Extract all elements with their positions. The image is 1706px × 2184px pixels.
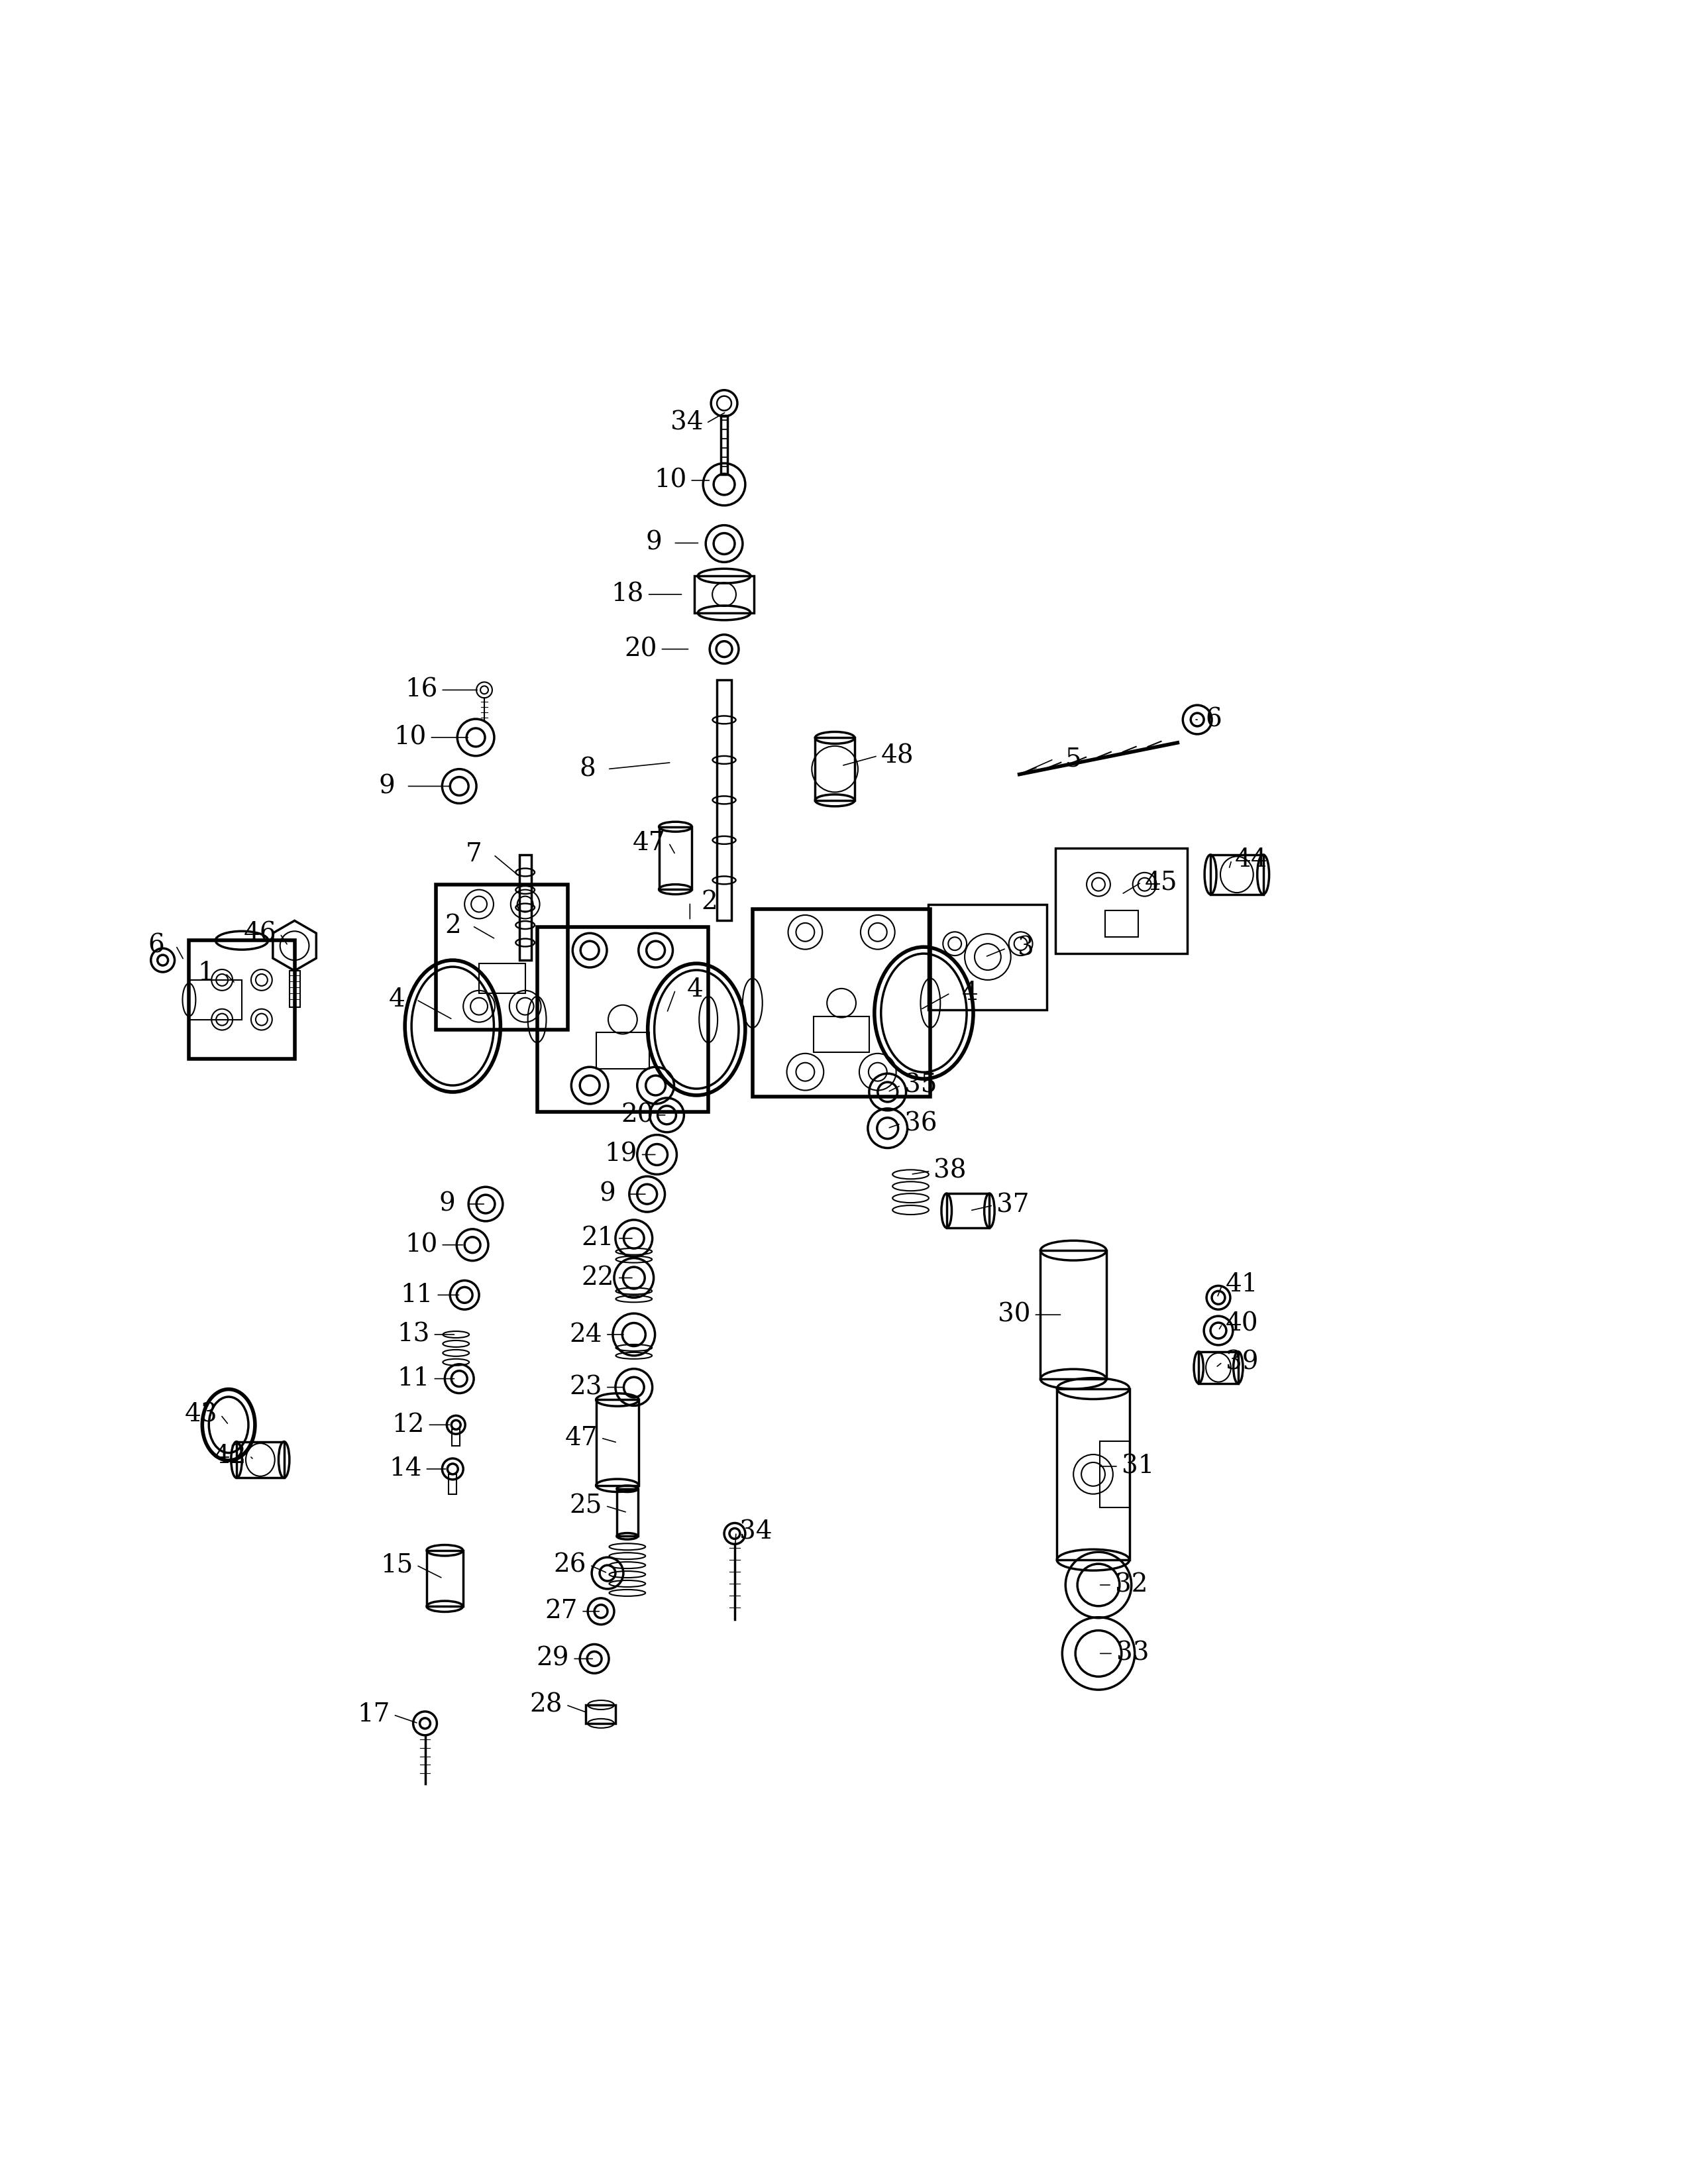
Bar — [452, 1431, 461, 1446]
Bar — [717, 679, 732, 919]
Text: 1: 1 — [198, 961, 213, 985]
Text: 2: 2 — [445, 913, 461, 939]
Text: 34: 34 — [670, 411, 703, 435]
Text: 43: 43 — [184, 1402, 217, 1426]
Text: 20: 20 — [621, 1103, 653, 1127]
Bar — [814, 1016, 868, 1053]
Text: 4: 4 — [962, 981, 978, 1005]
Text: 33: 33 — [1116, 1640, 1150, 1666]
Text: 37: 37 — [996, 1192, 1029, 1219]
Text: 6: 6 — [1206, 708, 1221, 732]
Text: 4: 4 — [688, 978, 703, 1002]
Text: 13: 13 — [397, 1321, 430, 1348]
Text: 44: 44 — [1235, 847, 1268, 871]
Text: 10: 10 — [653, 467, 686, 494]
Bar — [290, 970, 300, 1007]
Bar — [1041, 1251, 1107, 1378]
Bar — [189, 981, 242, 1020]
Text: 31: 31 — [1121, 1455, 1155, 1479]
Bar — [694, 577, 754, 614]
Bar — [479, 963, 525, 994]
Text: 28: 28 — [531, 1693, 563, 1717]
Text: 26: 26 — [553, 1553, 587, 1577]
Text: 22: 22 — [582, 1265, 614, 1291]
Text: 18: 18 — [611, 583, 643, 607]
Text: 38: 38 — [933, 1160, 967, 1184]
Bar — [618, 1489, 638, 1535]
Text: 27: 27 — [544, 1599, 578, 1623]
Text: 7: 7 — [466, 843, 483, 867]
Text: 6: 6 — [148, 933, 164, 959]
Bar — [928, 904, 1047, 1009]
Bar — [815, 738, 855, 799]
Text: 20: 20 — [624, 638, 657, 662]
Text: 10: 10 — [394, 725, 426, 749]
Text: 34: 34 — [739, 1520, 773, 1544]
Text: 9: 9 — [379, 773, 396, 799]
Text: 45: 45 — [1145, 869, 1177, 895]
Bar — [585, 1706, 616, 1723]
Text: 11: 11 — [397, 1367, 430, 1391]
Bar — [597, 1033, 648, 1068]
Text: 40: 40 — [1225, 1313, 1259, 1337]
Text: 8: 8 — [580, 758, 595, 782]
Text: 36: 36 — [904, 1112, 937, 1136]
Text: 24: 24 — [570, 1321, 602, 1348]
Bar — [1056, 847, 1187, 954]
Text: 41: 41 — [1225, 1273, 1259, 1297]
Text: 10: 10 — [404, 1232, 437, 1258]
Text: 12: 12 — [391, 1413, 425, 1437]
Bar — [519, 854, 531, 961]
Bar — [1058, 1389, 1129, 1559]
Bar — [437, 885, 568, 1029]
Bar — [426, 1551, 462, 1607]
Text: 5: 5 — [1065, 747, 1082, 771]
Text: 21: 21 — [582, 1225, 614, 1251]
Bar — [1100, 1441, 1129, 1507]
Text: 30: 30 — [998, 1302, 1030, 1328]
Text: 11: 11 — [401, 1282, 433, 1308]
Bar — [595, 1400, 638, 1485]
Text: 14: 14 — [389, 1457, 421, 1481]
Text: 17: 17 — [357, 1704, 391, 1728]
Text: 3: 3 — [1018, 937, 1034, 961]
Text: 15: 15 — [380, 1553, 413, 1577]
Bar — [1199, 1352, 1239, 1382]
Text: 9: 9 — [438, 1192, 456, 1216]
Text: 9: 9 — [645, 531, 662, 555]
Bar — [947, 1192, 989, 1227]
Text: 9: 9 — [599, 1182, 616, 1206]
Text: 25: 25 — [570, 1494, 602, 1518]
Bar — [659, 828, 693, 889]
Text: 2: 2 — [701, 889, 718, 915]
Text: 19: 19 — [604, 1142, 636, 1166]
Text: 47: 47 — [565, 1426, 597, 1450]
Bar — [752, 909, 930, 1096]
Text: 23: 23 — [570, 1376, 602, 1400]
Bar — [1211, 854, 1262, 893]
Bar — [537, 928, 708, 1112]
Text: 4: 4 — [389, 987, 404, 1011]
Text: 47: 47 — [633, 830, 665, 856]
Bar — [1105, 911, 1138, 937]
Bar — [449, 1474, 457, 1494]
Text: 42: 42 — [213, 1444, 246, 1468]
Bar — [237, 1441, 283, 1479]
Text: 39: 39 — [1225, 1350, 1259, 1374]
Text: 32: 32 — [1116, 1572, 1148, 1597]
Text: 46: 46 — [244, 922, 276, 946]
Bar — [189, 941, 295, 1059]
Text: 48: 48 — [880, 743, 914, 769]
Text: 35: 35 — [904, 1072, 937, 1099]
Bar — [722, 415, 727, 474]
Text: 29: 29 — [536, 1647, 570, 1671]
Text: 16: 16 — [404, 677, 437, 703]
